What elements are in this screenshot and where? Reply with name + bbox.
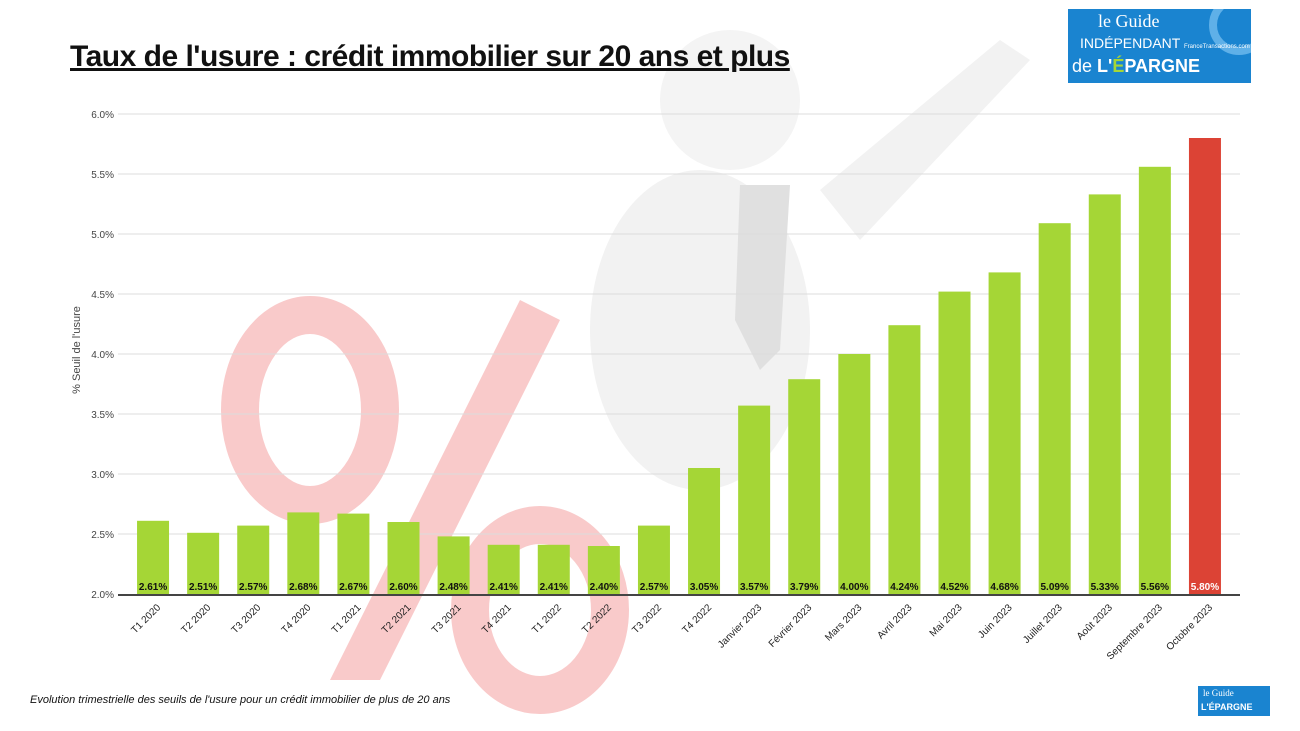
figure-head xyxy=(660,30,800,170)
bar xyxy=(1038,223,1071,594)
bar xyxy=(1088,194,1121,594)
bar xyxy=(337,513,370,594)
data-label: 4.52% xyxy=(940,582,968,593)
y-tick-label: 2.0% xyxy=(91,590,114,601)
x-tick-label: Mai 2023 xyxy=(928,602,965,639)
bar xyxy=(137,520,170,594)
bar xyxy=(537,544,570,594)
y-tick-label: 2.5% xyxy=(91,530,114,541)
bar xyxy=(287,512,320,594)
data-label: 2.41% xyxy=(490,582,518,593)
bar xyxy=(688,468,721,594)
x-tick-label: T4 2020 xyxy=(280,602,314,636)
data-label: 2.57% xyxy=(640,582,668,593)
data-label: 2.40% xyxy=(590,582,618,593)
data-label: 2.51% xyxy=(189,582,217,593)
data-label: 2.68% xyxy=(289,582,317,593)
data-label: 2.67% xyxy=(339,582,367,593)
data-label: 5.56% xyxy=(1141,582,1169,593)
data-label: 4.00% xyxy=(840,582,868,593)
data-label: 4.24% xyxy=(890,582,918,593)
x-tick-label: T1 2020 xyxy=(129,602,163,636)
data-label: 2.48% xyxy=(439,582,467,593)
bar xyxy=(738,405,771,594)
x-tick-label: T3 2022 xyxy=(630,602,664,636)
x-tick-label: Janvier 2023 xyxy=(716,602,765,651)
y-tick-label: 4.0% xyxy=(91,350,114,361)
data-label: 5.33% xyxy=(1091,582,1119,593)
x-tick-label: T2 2020 xyxy=(180,602,214,636)
data-label: 5.09% xyxy=(1041,582,1069,593)
bar xyxy=(587,546,620,594)
bar xyxy=(1138,166,1171,595)
x-tick-label: Juillet 2023 xyxy=(1021,602,1065,646)
chart-caption: Evolution trimestrielle des seuils de l'… xyxy=(30,694,451,706)
data-label: 4.68% xyxy=(990,582,1018,593)
y-tick-label: 4.5% xyxy=(91,290,114,301)
x-tick-label: Février 2023 xyxy=(767,602,815,650)
figure-tie xyxy=(735,185,790,370)
percent-watermark-bottom-circle xyxy=(451,506,629,714)
x-tick-label: T4 2022 xyxy=(680,602,714,636)
bar xyxy=(237,525,270,594)
x-tick-label: Septembre 2023 xyxy=(1105,602,1165,662)
x-tick-label: T3 2020 xyxy=(230,602,264,636)
guide-epargne-logo: le Guide INDÉPENDANT FranceTransactions.… xyxy=(1068,9,1251,83)
x-tick-label: Avril 2023 xyxy=(875,602,914,641)
figure-arm xyxy=(820,40,1030,240)
bar xyxy=(788,379,821,594)
x-tick-label: Juin 2023 xyxy=(976,602,1015,641)
bar xyxy=(838,354,871,594)
bar xyxy=(1188,138,1221,594)
y-tick-label: 5.0% xyxy=(91,230,114,241)
y-tick-label: 3.5% xyxy=(91,410,114,421)
data-label: 3.57% xyxy=(740,582,768,593)
data-label: 2.41% xyxy=(540,582,568,593)
bar xyxy=(437,536,470,594)
guide-epargne-logo-small: le Guide L'ÉPARGNE xyxy=(1198,686,1270,716)
x-tick-label: Octobre 2023 xyxy=(1164,602,1215,653)
x-tick-label: Août 2023 xyxy=(1075,602,1115,642)
bar xyxy=(888,325,921,594)
bar xyxy=(938,291,971,594)
data-label: 3.79% xyxy=(790,582,818,593)
bar xyxy=(387,522,420,594)
data-label: 5.80% xyxy=(1191,582,1219,593)
data-label: 2.60% xyxy=(389,582,417,593)
bar xyxy=(487,544,520,594)
data-label: 2.61% xyxy=(139,582,167,593)
y-tick-label: 6.0% xyxy=(91,110,114,121)
y-axis-label: % Seuil de l'usure xyxy=(71,306,83,394)
bar xyxy=(187,532,220,594)
chart-title: Taux de l'usure : crédit immobilier sur … xyxy=(70,40,790,73)
percent-watermark-top-circle xyxy=(221,296,399,524)
data-label: 3.05% xyxy=(690,582,718,593)
x-tick-label: Mars 2023 xyxy=(823,602,864,643)
bar xyxy=(988,272,1021,594)
x-tick-label: T1 2022 xyxy=(530,602,564,636)
y-tick-label: 5.5% xyxy=(91,170,114,181)
data-label: 2.57% xyxy=(239,582,267,593)
bar xyxy=(637,525,670,594)
y-tick-label: 3.0% xyxy=(91,470,114,481)
